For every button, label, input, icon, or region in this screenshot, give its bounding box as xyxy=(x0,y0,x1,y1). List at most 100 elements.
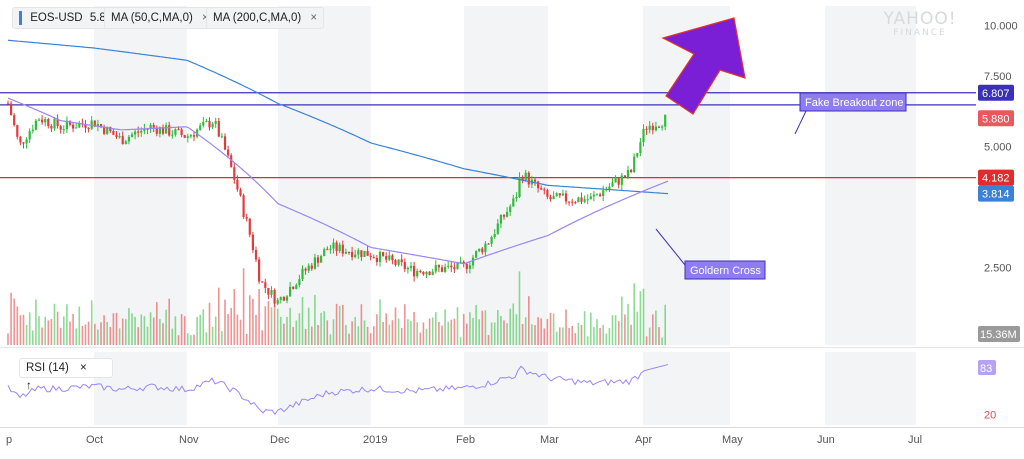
volume-bar xyxy=(208,302,211,345)
volume-bar xyxy=(267,301,270,345)
candle-body xyxy=(568,201,571,203)
price-badge xyxy=(978,110,1014,127)
volume-bar xyxy=(245,333,248,345)
volume-bar xyxy=(456,307,459,345)
volume-bar xyxy=(84,324,87,345)
close-icon[interactable]: × xyxy=(80,362,87,374)
candle-body xyxy=(50,126,53,129)
volume-bar xyxy=(379,299,381,345)
candle-body xyxy=(270,289,273,295)
candle-body xyxy=(360,250,363,257)
candle-body xyxy=(546,190,549,197)
candle-body xyxy=(388,255,391,260)
callout-pointer xyxy=(655,228,686,266)
volume-bar xyxy=(484,310,487,345)
volume-bar xyxy=(38,316,40,345)
candle-body xyxy=(564,193,568,202)
volume-bar xyxy=(335,303,338,345)
volume-bar xyxy=(503,320,505,345)
volume-bar xyxy=(242,268,245,345)
close-icon[interactable]: × xyxy=(202,12,209,24)
volume-bar xyxy=(152,317,155,345)
volume-bar xyxy=(590,312,592,345)
candle-body xyxy=(75,127,78,129)
volume-bar xyxy=(655,310,657,345)
month-band xyxy=(643,352,730,425)
volume-bar xyxy=(543,328,546,345)
volume-bar xyxy=(53,303,56,345)
candle-body xyxy=(96,124,99,127)
candle-body xyxy=(149,125,152,129)
x-tick-label: 2019 xyxy=(363,434,387,446)
candle-body xyxy=(357,250,360,255)
candle-body xyxy=(416,270,419,277)
candle-body xyxy=(264,282,267,288)
candle-body xyxy=(475,251,478,258)
volume-bar xyxy=(63,316,65,345)
volume-bar xyxy=(289,307,291,345)
ma50-pill[interactable]: MA (50,C,MA,0) × xyxy=(104,7,216,29)
volume-bar xyxy=(497,310,499,345)
volume-bar xyxy=(599,328,601,345)
volume-bar xyxy=(602,324,604,345)
close-icon[interactable]: × xyxy=(310,12,318,24)
candle-body xyxy=(419,270,422,272)
volume-bar xyxy=(512,303,515,345)
y-tick-label: 5.000 xyxy=(984,141,1012,153)
volume-bar xyxy=(435,312,437,345)
price-badge xyxy=(978,185,1014,202)
rsi-pill[interactable]: RSI (14) × ↑ xyxy=(19,358,113,392)
volume-bar xyxy=(633,283,635,345)
volume-bar xyxy=(125,319,127,345)
candle-body xyxy=(468,265,471,270)
candle-body xyxy=(639,142,642,154)
candle-body xyxy=(65,120,68,130)
volume-bar xyxy=(35,299,37,345)
volume-bar xyxy=(193,334,195,345)
candle-body xyxy=(459,261,462,263)
volume-bar xyxy=(66,304,68,345)
volume-bar xyxy=(351,321,353,345)
candle-body xyxy=(602,190,605,196)
candle-body xyxy=(118,136,121,138)
candle-body xyxy=(301,268,304,280)
candle-body xyxy=(620,175,623,185)
candle-body xyxy=(440,267,444,272)
volume-bar xyxy=(50,319,53,345)
volume-bar xyxy=(500,315,502,345)
volume-bar xyxy=(236,314,239,345)
candle-body xyxy=(143,128,146,131)
volume-bar xyxy=(137,327,139,345)
candle-body xyxy=(403,262,406,270)
volume-bar xyxy=(25,324,28,345)
volume-bar xyxy=(366,326,369,345)
candle-body xyxy=(168,125,171,136)
candle-body xyxy=(161,127,165,134)
volume-bar xyxy=(323,311,325,345)
candle-body xyxy=(199,125,202,130)
volume-bar xyxy=(109,327,112,345)
candle-body xyxy=(664,114,667,127)
symbol-pill[interactable]: EOS-USD 5.880 xyxy=(12,7,126,29)
y-tick-label: 10.000 xyxy=(984,21,1018,33)
arrow-up-icon[interactable]: ↑ xyxy=(26,380,32,392)
volume-bar xyxy=(441,325,443,345)
candle-body xyxy=(134,131,137,135)
candle-body xyxy=(78,123,81,128)
candle-body xyxy=(382,251,385,257)
volume-bar xyxy=(332,319,335,345)
volume-bar xyxy=(462,313,465,345)
volume-bar xyxy=(627,303,629,345)
volume-bar xyxy=(190,335,192,345)
ma200-pill[interactable]: MA (200,C,MA,0) × xyxy=(206,7,325,29)
candle-body xyxy=(657,126,661,128)
volume-bar xyxy=(249,295,251,345)
candle-body xyxy=(152,125,155,128)
candle-body xyxy=(171,134,174,136)
candle-body xyxy=(25,139,28,144)
candle-body xyxy=(90,120,93,129)
candle-body xyxy=(431,271,434,275)
price-badge-text: 6.807 xyxy=(982,88,1010,100)
candle-body xyxy=(261,281,264,283)
volume-bar xyxy=(196,316,198,345)
